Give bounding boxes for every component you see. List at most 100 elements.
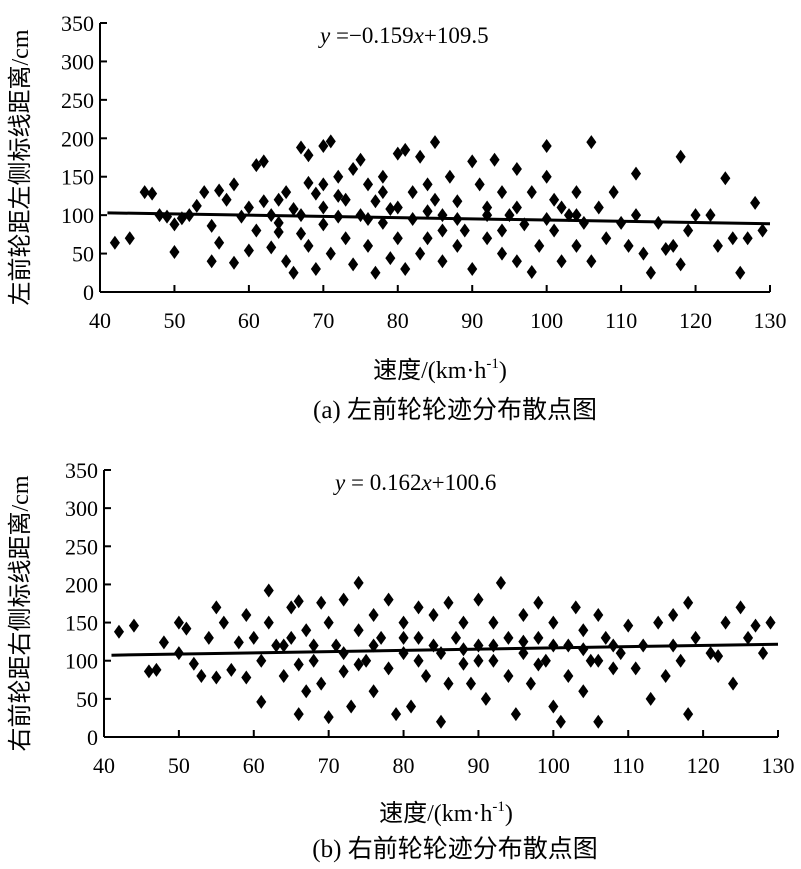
data-point — [251, 158, 262, 173]
data-point — [526, 265, 537, 280]
x-tick-label: 120 — [687, 753, 720, 778]
data-point — [511, 254, 522, 269]
y-axis-label: 右前轮距右侧标线距离/cm — [7, 475, 34, 751]
y-tick-label: 200 — [65, 572, 98, 597]
data-point — [271, 638, 282, 653]
data-point — [392, 200, 403, 215]
data-point — [571, 185, 582, 200]
y-tick-label: 150 — [65, 611, 98, 636]
data-point — [199, 185, 210, 200]
data-point — [713, 649, 724, 664]
data-point — [683, 223, 694, 238]
data-point — [181, 621, 192, 636]
data-point — [437, 223, 448, 238]
data-point — [570, 600, 581, 615]
data-point — [353, 657, 364, 672]
data-point — [489, 152, 500, 167]
equation-y: y — [333, 470, 346, 495]
data-point — [310, 186, 321, 201]
data-point — [368, 638, 379, 653]
figure-caption: (a) 左前轮轮迹分布散点图 — [313, 396, 597, 424]
data-point — [325, 246, 336, 261]
data-point — [203, 630, 214, 645]
data-point — [458, 656, 469, 671]
data-point — [391, 707, 402, 722]
data-point — [338, 592, 349, 607]
y-tick-label: 300 — [61, 49, 94, 74]
x-tick-label: 40 — [93, 753, 115, 778]
data-point — [323, 615, 334, 630]
data-point — [488, 638, 499, 653]
x-tick-label: 50 — [168, 753, 190, 778]
x-tick-label: 50 — [163, 308, 185, 333]
data-point — [548, 699, 559, 714]
data-point — [743, 630, 754, 645]
x-tick-label: 130 — [754, 308, 787, 333]
x-tick-label: 70 — [312, 308, 334, 333]
data-point — [348, 257, 359, 272]
data-point — [228, 177, 240, 192]
data-point — [437, 208, 448, 223]
data-point — [211, 600, 222, 615]
data-point — [286, 600, 297, 615]
x-axis-label: 速度/(km·h-1) — [373, 356, 507, 384]
data-point — [735, 265, 746, 280]
y-tick-label: 300 — [65, 496, 98, 521]
y-tick-label: 250 — [65, 534, 98, 559]
data-point — [258, 194, 269, 209]
data-point — [601, 231, 612, 246]
data-point — [158, 635, 169, 650]
data-point — [233, 635, 244, 650]
data-point — [467, 154, 478, 169]
data-point — [169, 217, 180, 232]
data-point — [429, 192, 441, 207]
data-point — [362, 238, 374, 253]
data-point — [526, 185, 537, 200]
data-point — [383, 661, 394, 676]
y-tick-label: 0 — [87, 725, 98, 750]
y-tick-label: 100 — [61, 203, 94, 228]
data-point — [251, 223, 262, 238]
data-point — [278, 638, 289, 653]
data-point — [236, 209, 247, 224]
data-point — [556, 200, 567, 215]
data-point — [169, 245, 180, 260]
data-point — [221, 192, 232, 207]
data-point — [400, 142, 411, 157]
data-point — [415, 149, 426, 164]
chart-panel-a: 0 50 100 150 200 250 300 350 40 50 60 70 80 90 100 110 1… — [0, 0, 801, 430]
data-point — [214, 235, 225, 250]
equation-coef: =−0.159 — [330, 23, 413, 48]
data-point — [690, 208, 701, 223]
data-point — [293, 594, 304, 609]
equation-x: x — [413, 23, 425, 48]
data-point — [355, 152, 366, 167]
data-point — [511, 162, 522, 177]
data-point — [563, 208, 575, 223]
data-point — [518, 634, 529, 649]
data-point — [288, 201, 299, 216]
data-point — [571, 238, 582, 253]
data-point — [533, 630, 544, 645]
data-point — [549, 192, 560, 207]
chart-panel-b: 0 50 100 150 200 250 300 350 40 50 60 70 80 90 100 110 1… — [0, 437, 801, 869]
data-point — [109, 235, 120, 250]
data-point — [206, 218, 217, 233]
data-point — [728, 676, 739, 691]
data-point — [398, 615, 409, 630]
data-point — [151, 662, 162, 677]
data-point — [370, 194, 381, 209]
data-point — [353, 623, 364, 638]
data-point — [638, 246, 649, 261]
data-point — [318, 138, 329, 153]
data-point — [443, 676, 454, 691]
data-point — [541, 138, 552, 153]
data-point — [444, 169, 455, 184]
equation-intercept: +100.6 — [432, 470, 497, 495]
data-point — [495, 575, 506, 590]
data-point — [243, 200, 254, 215]
data-point — [413, 630, 424, 645]
x-tick-label: 80 — [393, 753, 415, 778]
y-tick-label: 50 — [72, 242, 94, 267]
data-point — [323, 710, 334, 725]
